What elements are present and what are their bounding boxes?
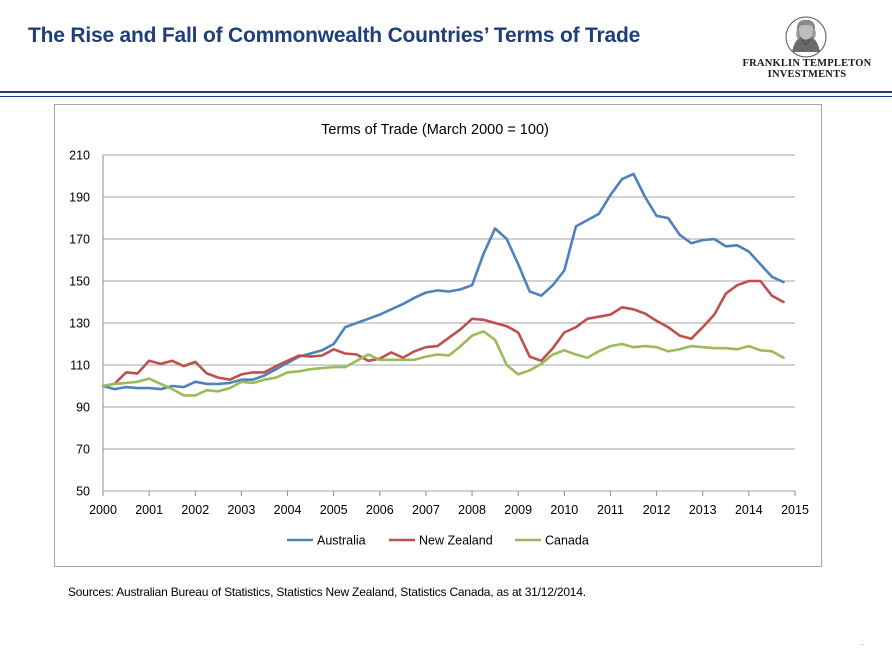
x-tick-label: 2009 bbox=[504, 503, 532, 517]
y-tick-label: 210 bbox=[69, 149, 90, 163]
legend-label: Canada bbox=[545, 534, 589, 548]
franklin-templeton-logo: FRANKLIN TEMPLETON INVESTMENTS bbox=[732, 16, 882, 82]
series-line-new-zealand bbox=[101, 279, 785, 388]
x-tick-label: 2004 bbox=[274, 503, 302, 517]
x-tick-label: 2010 bbox=[550, 503, 578, 517]
benjamin-franklin-portrait-icon bbox=[785, 16, 827, 58]
header-rule-thin bbox=[0, 96, 892, 97]
y-tick-label: 50 bbox=[76, 485, 90, 499]
x-axis-ticks: 2000 2001 2002 2003 2004 2005 2006 2007 2008 2009… bbox=[89, 491, 809, 517]
x-tick-label: 2014 bbox=[735, 503, 763, 517]
chart-title: Terms of Trade (March 2000 = 100) bbox=[321, 122, 549, 138]
chart-legend: Australia New Zealand Canada bbox=[287, 534, 589, 548]
logo-wordmark: FRANKLIN TEMPLETON INVESTMENTS bbox=[732, 58, 882, 80]
x-tick-label: 2005 bbox=[320, 503, 348, 517]
y-tick-label: 110 bbox=[70, 359, 90, 373]
x-tick-label: 2007 bbox=[412, 503, 440, 517]
x-tick-label: 2000 bbox=[89, 503, 117, 517]
chart-frame: Terms of Trade (March 2000 = 100) 50 70 90… bbox=[54, 104, 822, 567]
y-tick-label: 170 bbox=[69, 233, 90, 247]
chart-series bbox=[101, 172, 785, 397]
logo-line-1: FRANKLIN TEMPLETON bbox=[742, 58, 872, 69]
logo-line-2: INVESTMENTS bbox=[767, 69, 847, 80]
y-tick-label: 90 bbox=[76, 401, 90, 415]
sources-note: Sources: Australian Bureau of Statistics… bbox=[68, 585, 586, 599]
series-line-canada bbox=[101, 330, 785, 397]
x-tick-label: 2011 bbox=[597, 503, 624, 517]
x-tick-label: 2002 bbox=[181, 503, 209, 517]
footer-dot: . bbox=[861, 638, 864, 647]
x-tick-label: 2003 bbox=[227, 503, 255, 517]
y-tick-label: 150 bbox=[69, 275, 90, 289]
legend-label: Australia bbox=[317, 534, 366, 548]
y-tick-label: 70 bbox=[76, 443, 90, 457]
header-rule-thick bbox=[0, 91, 892, 93]
x-tick-label: 2001 bbox=[135, 503, 163, 517]
series-line-australia bbox=[101, 172, 785, 391]
x-tick-label: 2013 bbox=[689, 503, 717, 517]
x-tick-label: 2008 bbox=[458, 503, 486, 517]
y-axis-ticks: 50 70 90 110 130 150 170 190 210 bbox=[69, 149, 90, 499]
page-title: The Rise and Fall of Commonwealth Countr… bbox=[28, 24, 641, 47]
x-tick-label: 2006 bbox=[366, 503, 394, 517]
x-tick-label: 2012 bbox=[643, 503, 671, 517]
y-tick-label: 190 bbox=[69, 191, 90, 205]
chart-gridlines bbox=[102, 154, 795, 492]
x-tick-label: 2015 bbox=[781, 503, 809, 517]
legend-label: New Zealand bbox=[419, 534, 493, 548]
terms-of-trade-chart: Terms of Trade (March 2000 = 100) 50 70 90… bbox=[69, 122, 809, 548]
y-tick-label: 130 bbox=[69, 317, 90, 331]
